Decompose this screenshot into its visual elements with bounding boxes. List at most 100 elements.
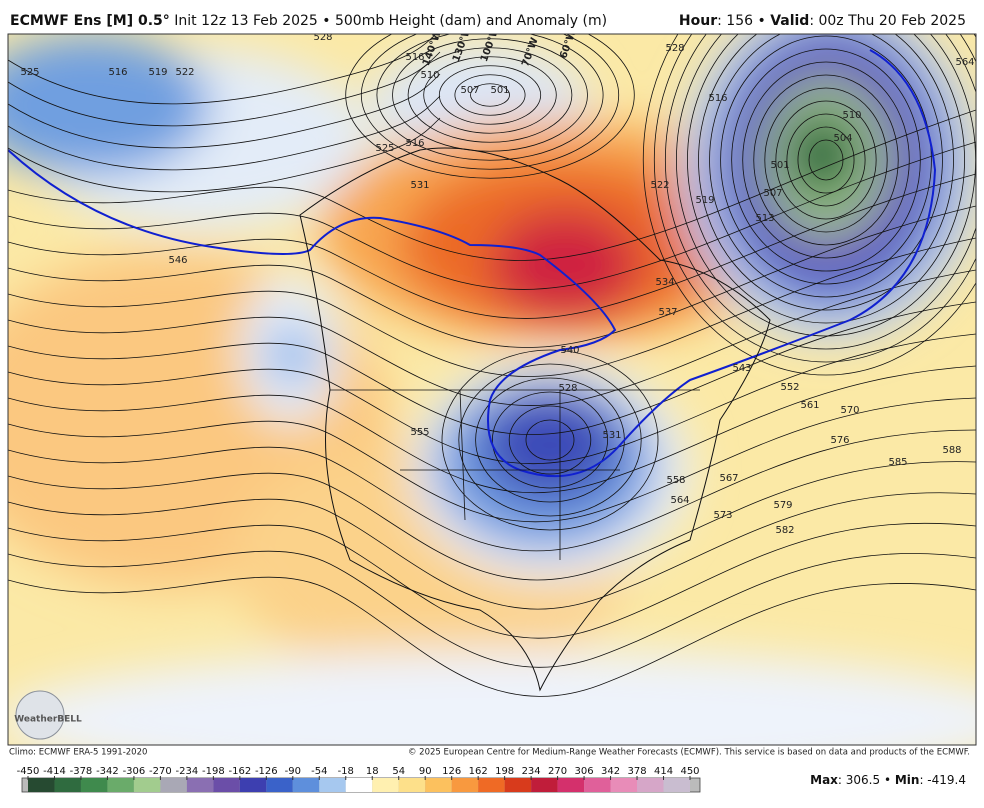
contour-label: 543: [732, 363, 751, 374]
contour: [454, 74, 526, 116]
text-segment: : 00z Thu 20 Feb 2025: [809, 13, 966, 29]
text-segment: Init 12z 13 Feb 2025 • 500mb Height (dam…: [170, 13, 607, 29]
contour-label: 564: [670, 495, 689, 506]
contour-label: 555: [410, 427, 429, 438]
contour: [8, 522, 976, 639]
colorbar-tick-label: 342: [601, 766, 620, 777]
contour: [664, 34, 976, 350]
contour-label: 522: [650, 180, 669, 191]
text-segment: Hour: [679, 13, 717, 29]
colorbar-bin: [186, 778, 214, 792]
colorbar-bin: [213, 778, 240, 792]
contour-label: 534: [655, 277, 674, 288]
contour-label: 525: [375, 143, 394, 154]
contour: [508, 405, 592, 475]
contour-label: 558: [666, 475, 685, 486]
contour: [8, 34, 437, 105]
colorbar-tick-label: 414: [654, 766, 673, 777]
contour: [8, 205, 976, 348]
map-frame: [7, 33, 977, 746]
text-segment: : 156 •: [717, 13, 770, 29]
logo-globe: [15, 690, 65, 740]
contour-label: 546: [168, 255, 187, 266]
header-title: ECMWF Ens [M] 0.5° Init 12z 13 Feb 2025 …: [10, 13, 607, 29]
contour: [687, 34, 965, 324]
colorbar-tick-label: 18: [366, 766, 379, 777]
contour-label: 582: [775, 525, 794, 536]
contour-label: 516: [405, 138, 424, 149]
contour-label: 510: [420, 70, 439, 81]
colorbar-bin: [28, 778, 55, 792]
max-min: Max: 306.5 • Min: -419.4: [810, 773, 966, 787]
contour: [8, 173, 976, 319]
anomaly-shading: [8, 34, 976, 745]
contour-label: 504: [833, 133, 852, 144]
contour-label: 522: [175, 67, 194, 78]
colorbar-tick-label: 54: [392, 766, 405, 777]
colorbar-tick-label: -234: [176, 766, 199, 777]
contour: [8, 301, 976, 435]
colorbar-bin: [504, 778, 532, 792]
contour: [8, 333, 976, 464]
contour: [470, 83, 510, 107]
contour: [392, 38, 588, 152]
contour: [423, 56, 557, 134]
contour-label: 513: [755, 213, 774, 224]
height-contours: [8, 34, 976, 697]
contour-label: 516: [708, 93, 727, 104]
contour: [753, 74, 899, 246]
copyright: © 2025 European Centre for Medium-Range …: [408, 748, 970, 758]
contour: [441, 349, 659, 531]
contour: [8, 73, 441, 149]
colorbar-tick-label: -378: [70, 766, 93, 777]
contour: [8, 51, 441, 127]
contour: [8, 576, 976, 697]
colorbar-bin: [478, 778, 505, 792]
contour: [698, 34, 954, 311]
colorbar-bin: [160, 778, 187, 792]
colorbar-bin: [372, 778, 399, 792]
540-dam-line: [8, 49, 937, 478]
contour: [775, 100, 877, 220]
contour: [360, 34, 620, 170]
contour: [720, 35, 932, 285]
contour-label: 510: [842, 110, 861, 121]
contour-label: 573: [713, 510, 732, 521]
contour-label: 525: [20, 67, 39, 78]
contour-label: 507: [763, 188, 782, 199]
contour: [797, 126, 855, 194]
colorbar-tick-label: -414: [43, 766, 66, 777]
colorbar-bin: [319, 778, 346, 792]
colorbar-bin: [451, 778, 479, 792]
colorbar-tick-label: 198: [495, 766, 514, 777]
contour-label: 576: [830, 435, 849, 446]
colorbar-bin: [54, 778, 81, 792]
colorbar-bin: [584, 778, 611, 792]
contour: [8, 429, 976, 552]
colorbar-tick-label: 162: [469, 766, 488, 777]
contour: [376, 34, 604, 161]
contour: [438, 65, 542, 125]
contour: [491, 391, 608, 489]
contour-label: 516: [108, 67, 127, 78]
colorbar-bin: [425, 778, 452, 792]
contour-label: 528: [558, 383, 577, 394]
coastline: [299, 147, 771, 692]
colorbar-tick-label: 90: [419, 766, 432, 777]
contour: [407, 47, 573, 143]
contour: [8, 492, 976, 610]
colorbar-tick-label: -54: [311, 766, 327, 777]
contour: [8, 109, 976, 261]
text-segment: : 306.5 •: [838, 773, 895, 787]
colorbar-tick-label: 126: [442, 766, 461, 777]
contour: [8, 141, 976, 290]
map: 525 516 519 522 546 528 516 510 507 501 516 525 531 5…: [8, 34, 976, 745]
contour: [653, 34, 976, 363]
contour-labels: 525 516 519 522 546 528 516 510 507 501 516 525 531 5…: [20, 34, 974, 536]
contour-label: 519: [695, 195, 714, 206]
contour: [8, 550, 976, 668]
contour-label: 561: [800, 400, 819, 411]
contour-label: 501: [770, 160, 789, 171]
colorbar-bin: [292, 778, 320, 792]
